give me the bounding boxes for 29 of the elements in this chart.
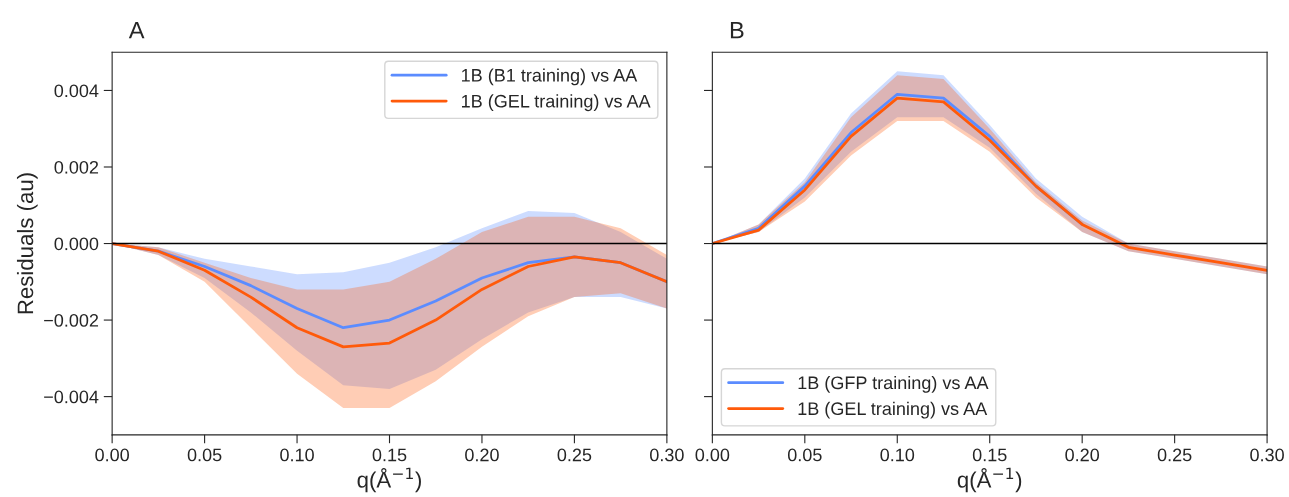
legend-label: 1B (GFP training) vs AA xyxy=(798,375,989,393)
x-tick-label: 0.30 xyxy=(1250,448,1284,462)
x-tick-label: 0.05 xyxy=(787,448,822,462)
x-tick-label: 0.15 xyxy=(372,448,407,462)
y-tick-label: 0.002 xyxy=(54,160,99,174)
y-tick-label: −0.002 xyxy=(44,314,99,327)
x-tick-label: 0.30 xyxy=(650,448,684,462)
x-tick-label: 0.00 xyxy=(695,448,730,462)
x-tick-label: 0.05 xyxy=(187,448,222,462)
y-tick-label: 0.004 xyxy=(54,84,99,98)
line-series xyxy=(112,242,667,349)
x-tick-label: 0.20 xyxy=(1065,448,1100,462)
x-tick-label: 0.25 xyxy=(557,448,592,462)
x-tick-label: 0.10 xyxy=(880,448,915,462)
x-axis-title: q(Å$^{−1}$) xyxy=(957,467,1022,493)
legend-label: 1B (B1 training) vs AA xyxy=(462,68,638,86)
x-tick-label: 0.10 xyxy=(280,448,314,462)
legend-label: 1B (GEL training) vs AA xyxy=(798,401,988,419)
y-tick-label: 0.000 xyxy=(54,237,99,251)
x-tick-label: 0.00 xyxy=(95,448,130,462)
x-tick-label: 0.20 xyxy=(465,448,499,462)
y-axis-title: Residuals (au) xyxy=(16,173,38,314)
chart-title: B xyxy=(730,22,744,39)
x-tick-label: 0.15 xyxy=(972,448,1007,462)
legend-label: 1B (GEL training) vs AA xyxy=(462,94,651,112)
x-tick-label: 0.25 xyxy=(1157,448,1192,462)
chart-title: A xyxy=(128,22,145,39)
y-tick-label: −0.004 xyxy=(44,390,99,404)
x-axis-title: q(Å$^{−1}$) xyxy=(357,467,421,493)
